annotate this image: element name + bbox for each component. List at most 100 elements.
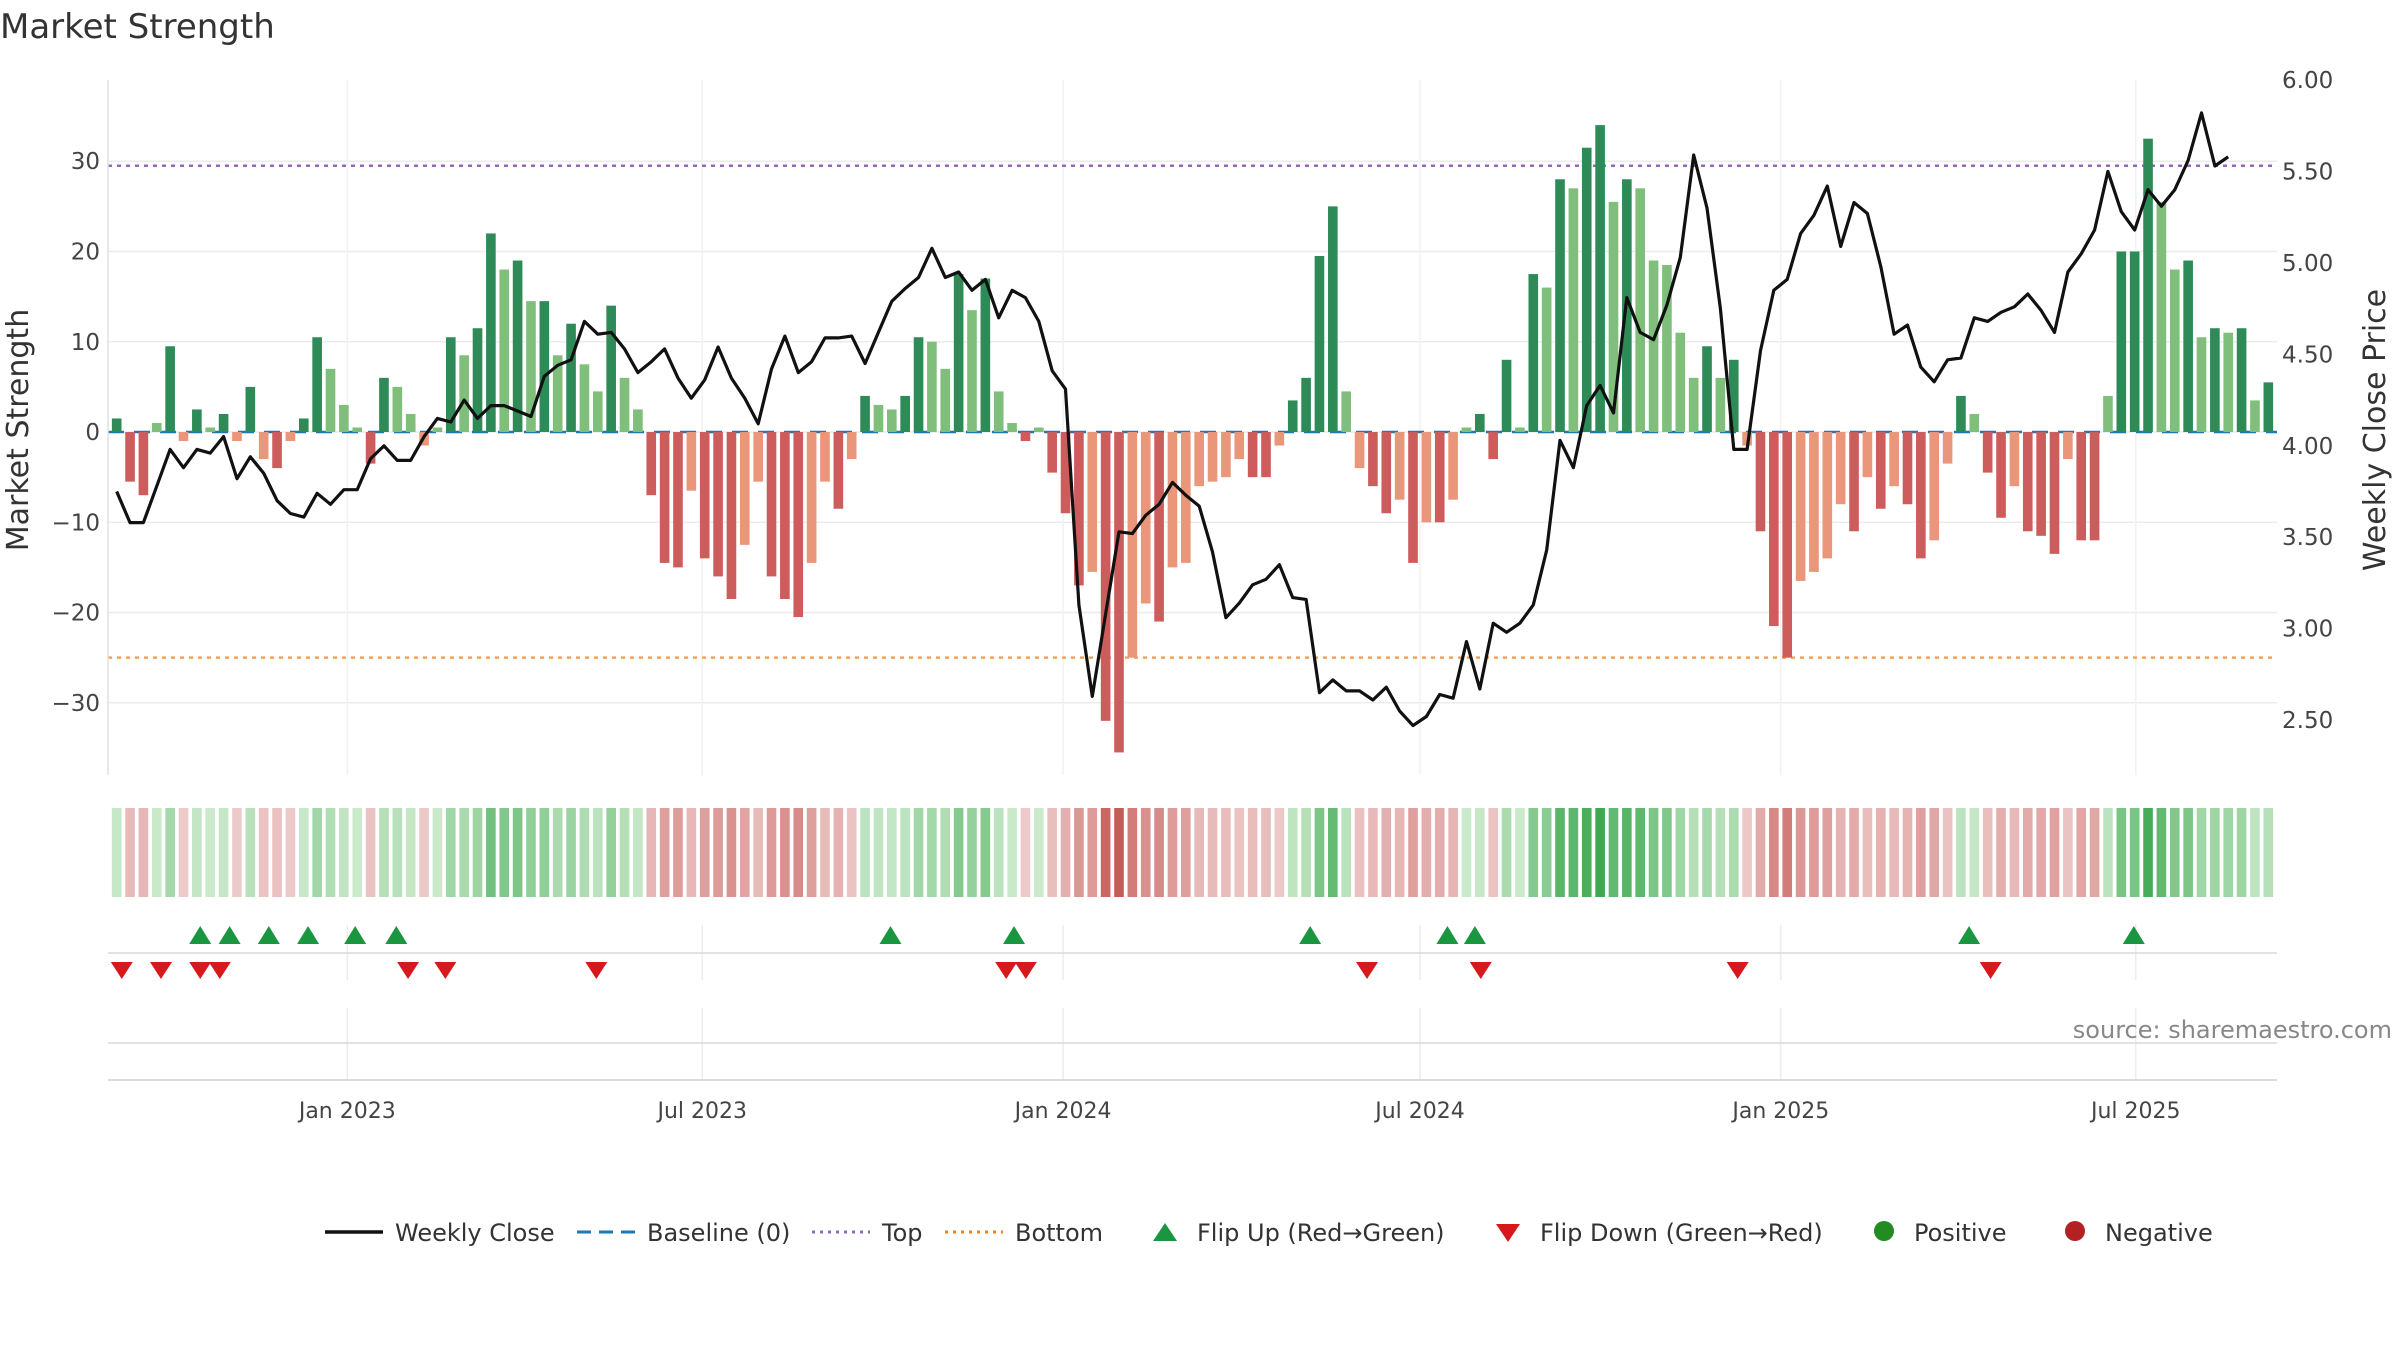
- flip-down-marker: [149, 962, 172, 979]
- strength-bar: [459, 355, 469, 433]
- strength-strip-cell: [1622, 808, 1632, 897]
- strength-bar: [352, 427, 363, 433]
- strength-strip-cell: [325, 808, 336, 897]
- flip-down-marker: [1356, 962, 1379, 979]
- strength-bar: [806, 432, 817, 563]
- strength-strip-cell: [2036, 808, 2046, 897]
- strength-bar: [2129, 251, 2140, 433]
- y-tick-label: −30: [51, 691, 100, 717]
- strength-bar: [1769, 432, 1779, 627]
- y2-tick-label: 6.00: [2282, 68, 2333, 94]
- strength-strip-cell: [606, 808, 616, 897]
- strength-bar: [1274, 432, 1285, 446]
- y2-tick-label: 5.50: [2282, 159, 2333, 185]
- flip-up-marker: [879, 926, 902, 944]
- legend-item: Top: [812, 1219, 923, 1247]
- strength-bar: [886, 409, 897, 433]
- strength-bar: [1942, 432, 1953, 464]
- strength-strip-cell: [1007, 808, 1017, 897]
- flip-up-marker: [1958, 926, 1981, 944]
- strength-bar: [1715, 377, 1726, 433]
- strength-strip-cell: [258, 808, 269, 897]
- flip-up-marker: [344, 926, 367, 944]
- legend-item: Baseline (0): [577, 1219, 790, 1247]
- strength-strip-cell: [659, 808, 670, 897]
- strength-bar: [178, 432, 189, 442]
- strength-bar: [659, 432, 670, 563]
- strength-strip-cell: [1475, 808, 1485, 897]
- weekly-close-series: [115, 111, 2230, 728]
- strength-strip-cell: [967, 808, 977, 897]
- strength-strip-cell: [2183, 808, 2193, 897]
- strength-bar: [499, 269, 510, 433]
- legend: Weekly Close Baseline (0) Top Bottom Flip Up…: [325, 1219, 2213, 1247]
- strength-strip-cell: [2169, 808, 2180, 897]
- strength-bar: [432, 427, 443, 433]
- strength-bar: [766, 432, 777, 577]
- strength-strip-cell: [726, 808, 737, 897]
- strength-strip-cell: [178, 808, 189, 897]
- strength-bar: [1127, 432, 1138, 658]
- strength-strip-cell: [2103, 808, 2113, 897]
- strength-bar: [1849, 432, 1859, 532]
- strength-bar: [1889, 432, 1899, 487]
- strength-bar: [967, 310, 977, 433]
- strength-strip-cell: [1034, 808, 1044, 897]
- strength-bar: [833, 432, 844, 509]
- strength-bar: [1662, 265, 1672, 433]
- flip-down-marker: [397, 962, 420, 979]
- strength-strip-cell: [619, 808, 630, 897]
- strength-bar: [1595, 125, 1605, 433]
- strength-bar: [138, 432, 149, 496]
- strength-strip-cell: [1354, 808, 1365, 897]
- strength-bar: [646, 432, 657, 496]
- strength-bar: [2210, 328, 2220, 433]
- strength-strip-cell: [1100, 808, 1111, 897]
- strength-strip-cell: [900, 808, 910, 897]
- flip-up-marker: [1003, 926, 1026, 944]
- strength-bar: [151, 422, 162, 433]
- strength-bar: [1247, 432, 1258, 478]
- strength-bar: [993, 391, 1004, 433]
- strength-bar: [1007, 422, 1017, 433]
- strength-strip-cell: [272, 808, 282, 897]
- strength-heat-strip: [111, 808, 2274, 897]
- flip-up-marker: [257, 926, 280, 944]
- strength-strip-cell: [806, 808, 817, 897]
- strength-bar: [2049, 432, 2060, 554]
- strength-strip-cell: [1902, 808, 1913, 897]
- strength-strip-cell: [405, 808, 416, 897]
- strength-strip-cell: [526, 808, 536, 897]
- flip-down-marker: [110, 962, 133, 979]
- legend-label: Negative: [2105, 1219, 2213, 1247]
- legend-item: Flip Up (Red→Green): [1153, 1219, 1445, 1247]
- strength-strip-cell: [846, 808, 857, 897]
- strength-strip-cell: [566, 808, 576, 897]
- strength-bar: [1047, 432, 1057, 473]
- strength-strip-cell: [1488, 808, 1499, 897]
- flip-down-marker: [995, 962, 1018, 979]
- strength-bar: [753, 432, 763, 482]
- axes: 30 20 10 0 −10 −20 −30 6.00 5.50 5.00 4.50 4.00 3.50…: [51, 68, 2333, 1124]
- strength-bar: [619, 377, 630, 433]
- strength-bar: [1916, 432, 1926, 559]
- strength-strip-cell: [486, 808, 496, 897]
- source-credit: source: sharemaestro.com: [2073, 1016, 2392, 1044]
- strength-bar: [686, 432, 697, 491]
- strength-strip-cell: [592, 808, 603, 897]
- strength-strip-cell: [1060, 808, 1071, 897]
- strength-bar: [2063, 432, 2073, 460]
- strength-strip-cell: [927, 808, 937, 897]
- legend-swatch: [1874, 1221, 1894, 1241]
- strength-strip-cell: [2129, 808, 2140, 897]
- strength-bar: [1087, 432, 1098, 572]
- strength-bar: [927, 341, 937, 433]
- strength-strip-cell: [1341, 808, 1351, 897]
- strength-strip-cell: [1875, 808, 1886, 897]
- x-tick-label: Jan 2025: [1730, 1099, 1829, 1124]
- strength-strip-cell: [445, 808, 456, 897]
- strength-bar: [726, 432, 737, 599]
- strength-bar: [699, 432, 710, 559]
- strength-strip-cell: [1287, 808, 1298, 897]
- strength-strip-cell: [2223, 808, 2234, 897]
